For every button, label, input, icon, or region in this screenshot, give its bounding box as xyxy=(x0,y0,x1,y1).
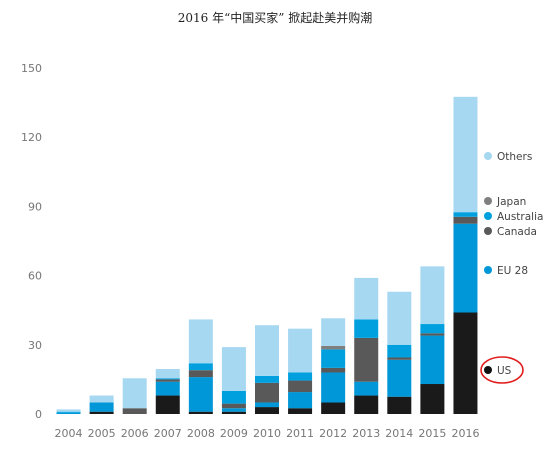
legend-label-japan: Japan xyxy=(496,196,526,208)
x-tick-label: 2014 xyxy=(385,427,413,440)
legend-marker-australia xyxy=(484,212,492,220)
bar-segment-others-2005 xyxy=(89,395,114,403)
x-tick-label: 2016 xyxy=(451,427,479,440)
bar-segment-others-2011 xyxy=(288,328,313,373)
legend: Others Japan Australia Canada EU 28 US xyxy=(480,151,543,384)
bar-segment-us-2005 xyxy=(89,411,114,414)
bar-segment-australia-2016 xyxy=(453,212,478,217)
legend-label-canada: Canada xyxy=(497,226,537,238)
bar-segment-australia-2007 xyxy=(155,378,180,380)
x-tick-label: 2008 xyxy=(187,427,215,440)
bar-segment-australia-2012 xyxy=(321,349,346,368)
y-tick-label: 120 xyxy=(21,131,42,144)
bar-segment-others-2004 xyxy=(56,409,81,412)
bar-segment-eu-28-2012 xyxy=(321,372,346,403)
bar-segment-eu-28-2013 xyxy=(354,381,379,396)
bar-segment-canada-2008 xyxy=(188,370,213,378)
bar-segment-canada-2013 xyxy=(354,337,379,382)
x-tick-label: 2010 xyxy=(253,427,281,440)
bar-segment-canada-2007 xyxy=(155,379,180,382)
bar-segment-australia-2004 xyxy=(56,411,81,413)
y-tick-label: 30 xyxy=(28,339,42,352)
bar-segment-eu-28-2009 xyxy=(221,408,246,412)
bar-segment-eu-28-2011 xyxy=(288,392,313,409)
legend-marker-others xyxy=(484,152,492,160)
bar-segment-eu-28-2010 xyxy=(255,402,279,408)
bar-segment-others-2009 xyxy=(221,347,246,391)
bar-segment-others-2014 xyxy=(387,291,412,345)
bars xyxy=(56,96,478,414)
y-tick-label: 60 xyxy=(28,270,42,283)
legend-marker-japan xyxy=(484,197,492,205)
legend-label-australia: Australia xyxy=(497,211,543,223)
x-axis-ticks: 2004 2005 2006 2007 2008 2009 2010 2011 2012 2013… xyxy=(55,427,480,440)
legend-marker-us xyxy=(484,366,492,374)
legend-label-us: US xyxy=(497,365,512,377)
bar-segment-canada-2014 xyxy=(387,357,412,360)
bar-segment-eu-28-2016 xyxy=(453,223,478,313)
bar-segment-canada-2010 xyxy=(255,382,279,403)
x-tick-label: 2011 xyxy=(286,427,314,440)
bar-segment-eu-28-2008 xyxy=(188,377,213,412)
bar-segment-us-2009 xyxy=(221,411,246,414)
bar-segment-canada-2012 xyxy=(321,367,346,373)
bar-segment-eu-28-2005 xyxy=(89,402,114,412)
x-tick-label: 2013 xyxy=(352,427,380,440)
x-tick-label: 2005 xyxy=(88,427,116,440)
x-tick-label: 2006 xyxy=(121,427,149,440)
bar-segment-australia-2013 xyxy=(354,319,379,338)
bar-segment-us-2013 xyxy=(354,395,379,414)
bar-segment-canada-2009 xyxy=(221,403,246,409)
bar-segment-us-2016 xyxy=(453,312,478,414)
bar-segment-us-2011 xyxy=(288,408,313,414)
y-tick-label: 90 xyxy=(28,200,42,213)
bar-segment-eu-28-2004 xyxy=(56,412,81,414)
y-axis-ticks: 0 30 60 90 120 150 xyxy=(21,62,42,421)
chart-title: 2016 年“中国买家” 掀起赴美并购潮 xyxy=(178,10,372,25)
x-tick-label: 2012 xyxy=(319,427,347,440)
y-tick-label: 0 xyxy=(35,408,42,421)
bar-segment-us-2015 xyxy=(420,384,445,414)
bar-segment-canada-2006 xyxy=(122,408,147,414)
bar-segment-eu-28-2015 xyxy=(420,335,445,385)
bar-segment-us-2012 xyxy=(321,402,346,414)
bar-segment-others-2010 xyxy=(255,325,279,376)
bar-segment-others-2006 xyxy=(122,378,147,409)
bar-segment-us-2007 xyxy=(155,395,180,414)
bar-segment-australia-2014 xyxy=(387,344,412,358)
bar-segment-canada-2011 xyxy=(288,380,313,393)
bar-segment-australia-2009 xyxy=(221,390,246,404)
x-tick-label: 2004 xyxy=(55,427,83,440)
legend-label-eu-28: EU 28 xyxy=(497,265,528,277)
legend-marker-eu-28 xyxy=(484,266,492,274)
x-tick-label: 2009 xyxy=(220,427,248,440)
bar-segment-others-2008 xyxy=(188,319,213,364)
bar-segment-eu-28-2007 xyxy=(155,381,180,396)
bar-segment-australia-2015 xyxy=(420,324,445,334)
x-tick-label: 2015 xyxy=(418,427,446,440)
bar-segment-australia-2008 xyxy=(188,363,213,371)
bar-segment-canada-2015 xyxy=(420,333,445,336)
bar-segment-eu-28-2014 xyxy=(387,359,412,397)
x-tick-label: 2007 xyxy=(154,427,182,440)
bar-segment-australia-2011 xyxy=(288,372,313,381)
bar-segment-others-2007 xyxy=(155,369,180,379)
bar-segment-others-2015 xyxy=(420,266,445,325)
bar-segment-us-2014 xyxy=(387,396,412,414)
y-tick-label: 150 xyxy=(21,62,42,75)
bar-segment-us-2010 xyxy=(255,407,279,414)
bar-segment-us-2008 xyxy=(188,411,213,414)
us-highlight-ellipse xyxy=(480,356,524,384)
bar-segment-others-2016 xyxy=(453,96,478,213)
bar-segment-others-2012 xyxy=(321,318,346,346)
legend-label-others: Others xyxy=(497,151,532,163)
bar-segment-canada-2016 xyxy=(453,216,478,224)
bar-segment-japan-2012 xyxy=(321,345,346,350)
bar-segment-australia-2010 xyxy=(255,375,279,383)
bar-segment-others-2013 xyxy=(354,277,379,320)
legend-marker-canada xyxy=(484,227,492,235)
